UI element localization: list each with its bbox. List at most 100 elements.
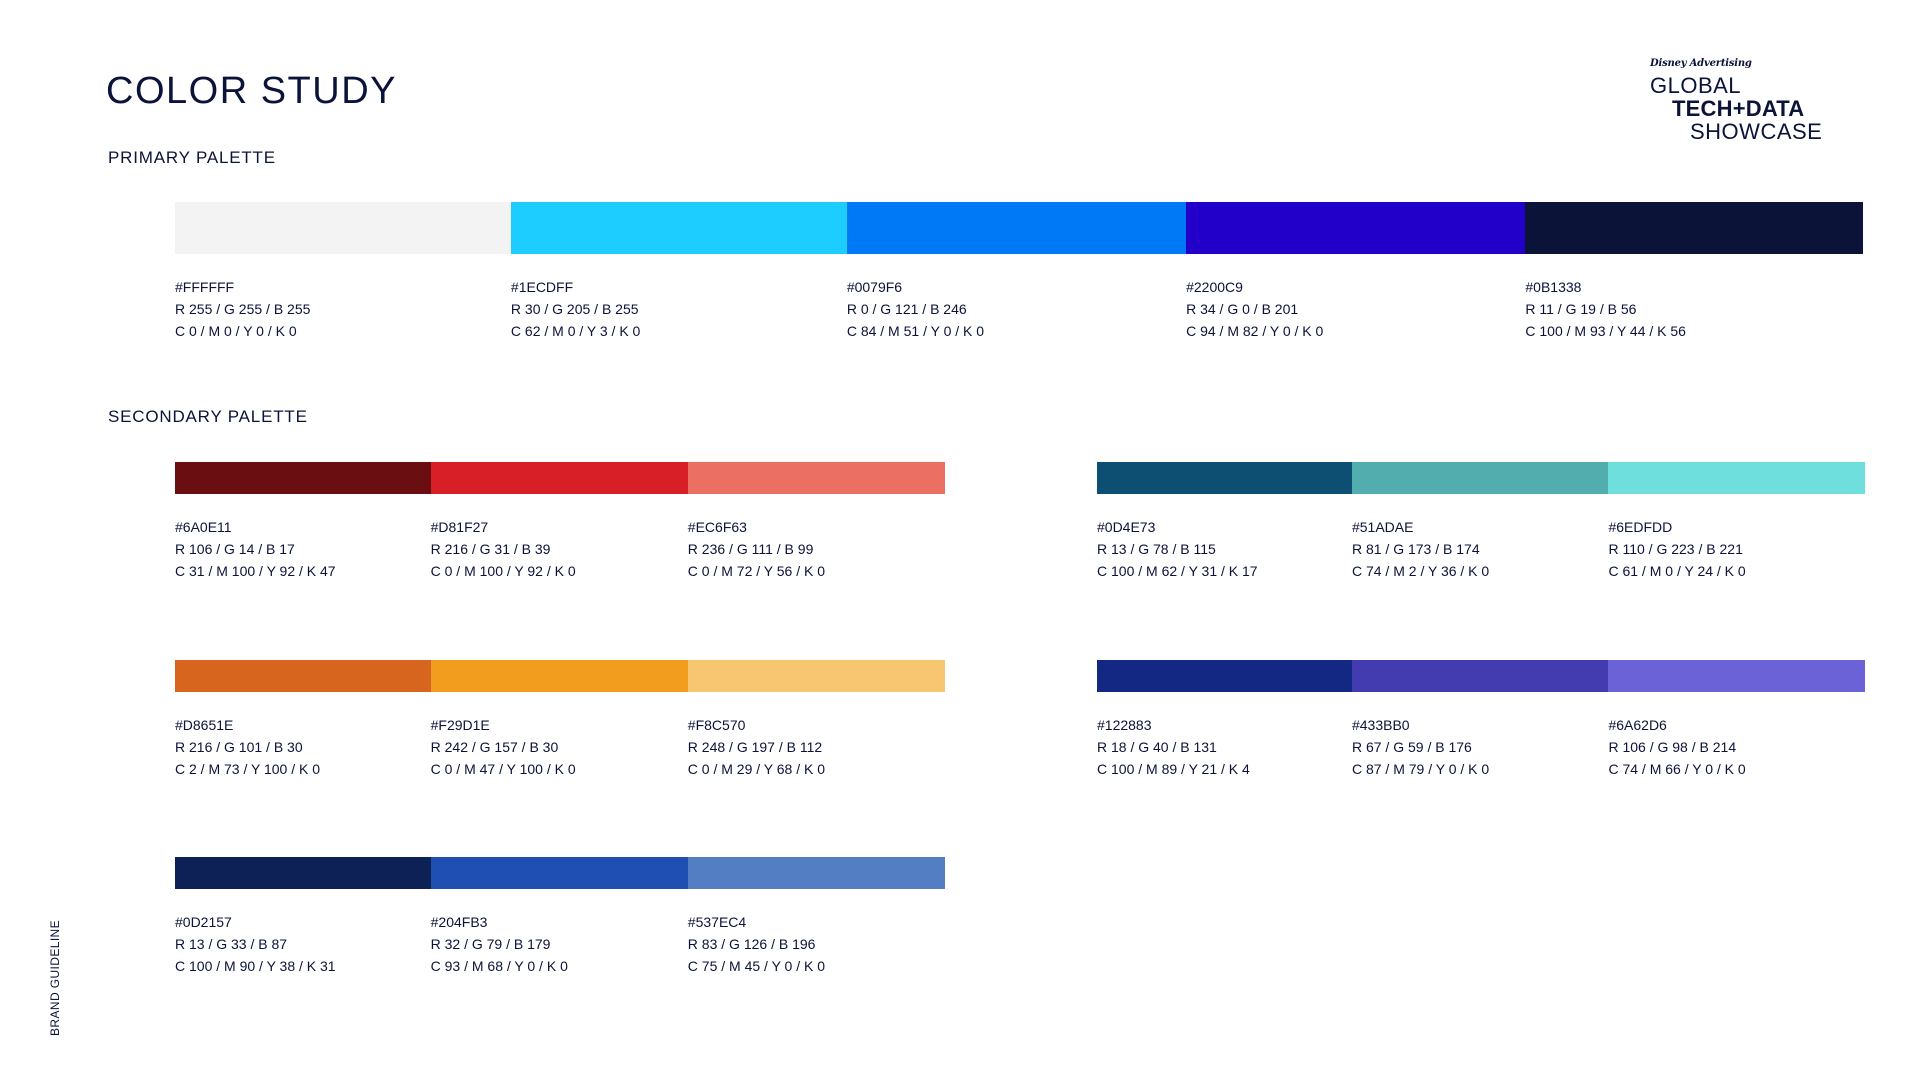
swatch-label: #0B1338 R 11 / G 19 / B 56 C 100 / M 93 / … [1525, 276, 1863, 342]
color-swatch [846, 202, 1187, 254]
color-swatch [1186, 202, 1526, 254]
color-swatch [687, 462, 945, 494]
swatch-labels: #6A0E11 R 106 / G 14 / B 17 C 31 / M 100 /… [175, 516, 945, 582]
swatch-label: #6A62D6 R 106 / G 98 / B 214 C 74 / M 66 /… [1608, 714, 1865, 780]
swatch-cmyk: C 100 / M 89 / Y 21 / K 4 [1097, 761, 1250, 777]
color-swatch [1351, 660, 1609, 692]
swatch-hex: #2200C9 [1186, 279, 1243, 295]
swatch-label: #433BB0 R 67 / G 59 / B 176 C 87 / M 79 / … [1352, 714, 1609, 780]
swatch-hex: #D81F27 [430, 519, 489, 535]
swatch-cmyk: C 0 / M 72 / Y 56 / K 0 [687, 563, 826, 579]
swatch-rgb: R 0 / G 121 / B 246 [846, 301, 967, 317]
swatch-label: #D81F27 R 216 / G 31 / B 39 C 0 / M 100 / … [431, 516, 688, 582]
swatch-hex: #D8651E [175, 717, 234, 733]
swatch-rgb: R 255 / G 255 / B 255 [175, 301, 311, 317]
swatch-cmyk: C 87 / M 79 / Y 0 / K 0 [1351, 761, 1490, 777]
swatch-rgb: R 34 / G 0 / B 201 [1186, 301, 1299, 317]
secondary-palette-group-oranges: #D8651E R 216 / G 101 / B 30 C 2 / M 73 / … [175, 660, 945, 780]
showcase-logo: Disney Advertising GLOBAL TECH+DATA SHOW… [1650, 58, 1840, 148]
swatch-label: #F29D1E R 242 / G 157 / B 30 C 0 / M 47 / … [431, 714, 688, 780]
swatch-rgb: R 18 / G 40 / B 131 [1097, 739, 1217, 755]
logo-brand: Disney Advertising [1650, 58, 1752, 69]
swatch-hex: #6EDFDD [1608, 519, 1673, 535]
swatch-rgb: R 236 / G 111 / B 99 [687, 541, 814, 557]
swatch-color-bar [175, 462, 945, 494]
color-swatch [687, 857, 945, 889]
swatch-cmyk: C 74 / M 66 / Y 0 / K 0 [1608, 761, 1746, 777]
page-title: COLOR STUDY [106, 70, 397, 112]
swatch-rgb: R 13 / G 33 / B 87 [175, 936, 288, 952]
swatch-labels: #0D4E73 R 13 / G 78 / B 115 C 100 / M 62 /… [1097, 516, 1865, 582]
swatch-cmyk: C 84 / M 51 / Y 0 / K 0 [846, 323, 985, 339]
swatch-label: #537EC4 R 83 / G 126 / B 196 C 75 / M 45 /… [688, 911, 945, 977]
swatch-rgb: R 106 / G 14 / B 17 [175, 541, 295, 557]
swatch-label: #0D2157 R 13 / G 33 / B 87 C 100 / M 90 / … [175, 911, 431, 977]
swatch-hex: #F29D1E [430, 717, 490, 733]
swatch-rgb: R 83 / G 126 / B 196 [687, 936, 816, 952]
swatch-cmyk: C 75 / M 45 / Y 0 / K 0 [687, 958, 826, 974]
swatch-hex: #0D2157 [175, 914, 232, 930]
swatch-hex: #537EC4 [687, 914, 747, 930]
swatch-label: #D8651E R 216 / G 101 / B 30 C 2 / M 73 / … [175, 714, 431, 780]
color-swatch [510, 202, 847, 254]
swatch-rgb: R 242 / G 157 / B 30 [430, 739, 559, 755]
swatch-hex: #1ECDFF [510, 279, 574, 295]
secondary-palette-heading: SECONDARY PALETTE [108, 407, 308, 426]
swatch-rgb: R 11 / G 19 / B 56 [1525, 301, 1637, 317]
color-swatch [1608, 462, 1865, 494]
swatch-rgb: R 110 / G 223 / B 221 [1608, 541, 1743, 557]
color-swatch [175, 660, 431, 692]
swatch-label: #1ECDFF R 30 / G 205 / B 255 C 62 / M 0 / … [511, 276, 847, 342]
primary-color-bar [175, 202, 1863, 254]
swatch-hex: #0B1338 [1525, 279, 1582, 295]
swatch-label: #6EDFDD R 110 / G 223 / B 221 C 61 / M 0 /… [1608, 516, 1865, 582]
swatch-rgb: R 32 / G 79 / B 179 [430, 936, 551, 952]
swatch-rgb: R 248 / G 197 / B 112 [687, 739, 823, 755]
secondary-palette-group-violets: #122883 R 18 / G 40 / B 131 C 100 / M 89 /… [1097, 660, 1865, 780]
swatch-rgb: R 13 / G 78 / B 115 [1097, 541, 1216, 557]
swatch-label: #122883 R 18 / G 40 / B 131 C 100 / M 89 /… [1097, 714, 1352, 780]
swatch-label: #EC6F63 R 236 / G 111 / B 99 C 0 / M 72 / … [688, 516, 945, 582]
secondary-palette-group-reds: #6A0E11 R 106 / G 14 / B 17 C 31 / M 100 /… [175, 462, 945, 582]
swatch-hex: #F8C570 [687, 717, 746, 733]
swatch-hex: #EC6F63 [687, 519, 747, 535]
swatch-rgb: R 106 / G 98 / B 214 [1608, 739, 1737, 755]
color-swatch [430, 462, 688, 494]
swatch-color-bar [175, 660, 945, 692]
swatch-cmyk: C 100 / M 90 / Y 38 / K 31 [175, 958, 336, 974]
swatch-rgb: R 81 / G 173 / B 174 [1351, 541, 1480, 557]
swatch-cmyk: C 94 / M 82 / Y 0 / K 0 [1186, 323, 1324, 339]
swatch-hex: #6A62D6 [1608, 717, 1667, 733]
primary-palette: #FFFFFF R 255 / G 255 / B 255 C 0 / M 0 / … [175, 202, 1863, 342]
swatch-cmyk: C 61 / M 0 / Y 24 / K 0 [1608, 563, 1746, 579]
swatch-rgb: R 216 / G 31 / B 39 [430, 541, 551, 557]
color-swatch [687, 660, 945, 692]
swatch-color-bar [175, 857, 945, 889]
swatch-hex: #6A0E11 [175, 519, 232, 535]
swatch-label: #F8C570 R 248 / G 197 / B 112 C 0 / M 29 /… [688, 714, 945, 780]
swatch-cmyk: C 62 / M 0 / Y 3 / K 0 [510, 323, 641, 339]
swatch-hex: #204FB3 [430, 914, 488, 930]
color-swatch [175, 462, 431, 494]
swatch-rgb: R 67 / G 59 / B 176 [1351, 739, 1472, 755]
swatch-cmyk: C 74 / M 2 / Y 36 / K 0 [1351, 563, 1490, 579]
secondary-palette-group-blues: #0D2157 R 13 / G 33 / B 87 C 100 / M 90 / … [175, 857, 945, 977]
swatch-labels: #D8651E R 216 / G 101 / B 30 C 2 / M 73 / … [175, 714, 945, 780]
swatch-cmyk: C 2 / M 73 / Y 100 / K 0 [175, 761, 321, 777]
swatch-label: #FFFFFF R 255 / G 255 / B 255 C 0 / M 0 / … [175, 276, 511, 342]
color-swatch [175, 202, 511, 254]
swatch-hex: #0D4E73 [1097, 519, 1156, 535]
logo-line-tech-data: TECH+DATA [1672, 96, 1805, 121]
swatch-color-bar [1097, 462, 1865, 494]
color-swatch [430, 857, 688, 889]
swatch-cmyk: C 0 / M 0 / Y 0 / K 0 [175, 323, 297, 339]
swatch-cmyk: C 100 / M 62 / Y 31 / K 17 [1097, 563, 1258, 579]
swatch-labels: #0D2157 R 13 / G 33 / B 87 C 100 / M 90 / … [175, 911, 945, 977]
swatch-cmyk: C 31 / M 100 / Y 92 / K 47 [175, 563, 336, 579]
swatch-hex: #FFFFFF [175, 279, 235, 295]
swatch-hex: #433BB0 [1351, 717, 1410, 733]
color-swatch [1608, 660, 1865, 692]
logo-line-global: GLOBAL [1650, 73, 1742, 98]
swatch-hex: #51ADAE [1351, 519, 1414, 535]
swatch-label: #6A0E11 R 106 / G 14 / B 17 C 31 / M 100 /… [175, 516, 431, 582]
